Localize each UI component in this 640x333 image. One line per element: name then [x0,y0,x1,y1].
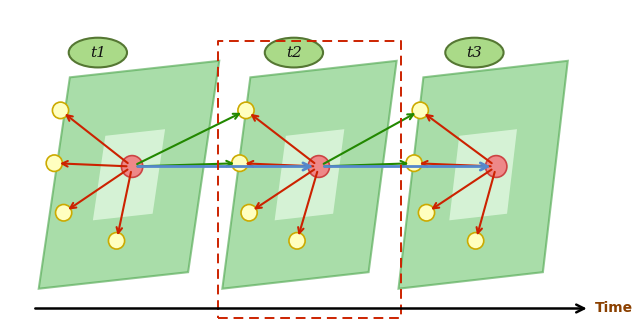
Ellipse shape [419,204,435,221]
Ellipse shape [241,204,257,221]
Ellipse shape [486,156,507,177]
Text: t2: t2 [286,46,302,60]
Ellipse shape [52,102,68,119]
Polygon shape [93,129,165,220]
Ellipse shape [412,102,428,119]
Text: t1: t1 [90,46,106,60]
Ellipse shape [265,38,323,68]
Polygon shape [399,61,568,289]
Polygon shape [449,129,517,220]
Ellipse shape [445,38,504,68]
Ellipse shape [122,156,143,177]
Ellipse shape [308,156,330,177]
Ellipse shape [56,204,72,221]
Ellipse shape [232,155,248,171]
Ellipse shape [238,102,254,119]
Text: Time: Time [595,301,633,315]
Ellipse shape [406,155,422,171]
Ellipse shape [289,232,305,249]
Ellipse shape [108,232,125,249]
Text: t3: t3 [467,46,483,60]
Ellipse shape [46,155,62,171]
Polygon shape [39,61,220,289]
Ellipse shape [68,38,127,68]
Polygon shape [222,61,397,289]
Polygon shape [275,129,344,220]
Ellipse shape [468,232,484,249]
